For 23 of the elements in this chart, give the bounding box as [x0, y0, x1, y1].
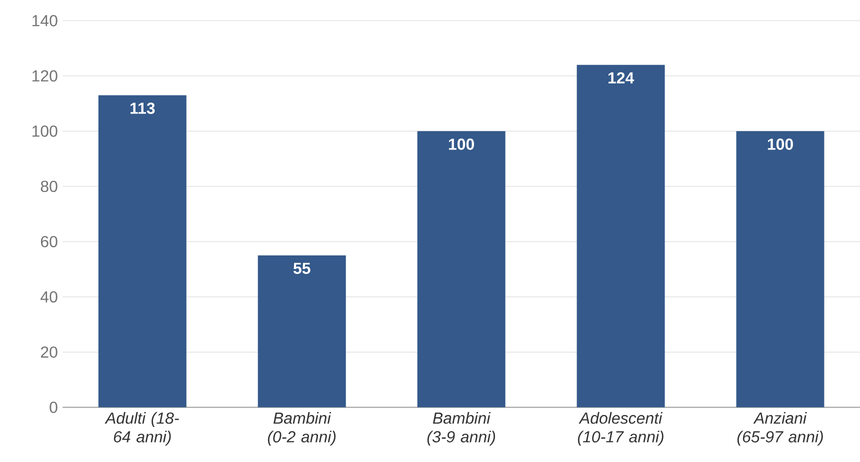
y-tick-label: 140: [32, 15, 58, 26]
x-tick-label: Adolescenti (10-17 anni): [578, 412, 664, 446]
y-tick-label: 0: [50, 402, 58, 413]
bar: [736, 131, 824, 408]
x-tick-label: Bambini (0-2 anni): [268, 412, 336, 446]
bar: [98, 95, 186, 408]
x-tick-label: Anziani (65-97 anni): [737, 412, 823, 446]
x-tick-label: Bambini (3-9 anni): [427, 412, 496, 446]
y-tick-label: 20: [40, 346, 58, 358]
data-label: 100: [768, 138, 793, 150]
x-tick-label: Adulti (18-64 anni): [104, 412, 179, 446]
data-label: 124: [608, 72, 634, 84]
data-label: 100: [448, 138, 474, 150]
y-tick-label: 100: [32, 125, 58, 137]
y-tick-label: 120: [32, 70, 58, 82]
y-tick-label: 60: [40, 236, 58, 248]
bar: [417, 131, 506, 408]
data-label: 55: [293, 262, 310, 274]
data-label: 113: [130, 102, 155, 114]
bar: [258, 255, 346, 408]
y-tick-label: 80: [40, 180, 58, 192]
y-tick-label: 40: [40, 291, 58, 303]
bar: [576, 64, 665, 408]
